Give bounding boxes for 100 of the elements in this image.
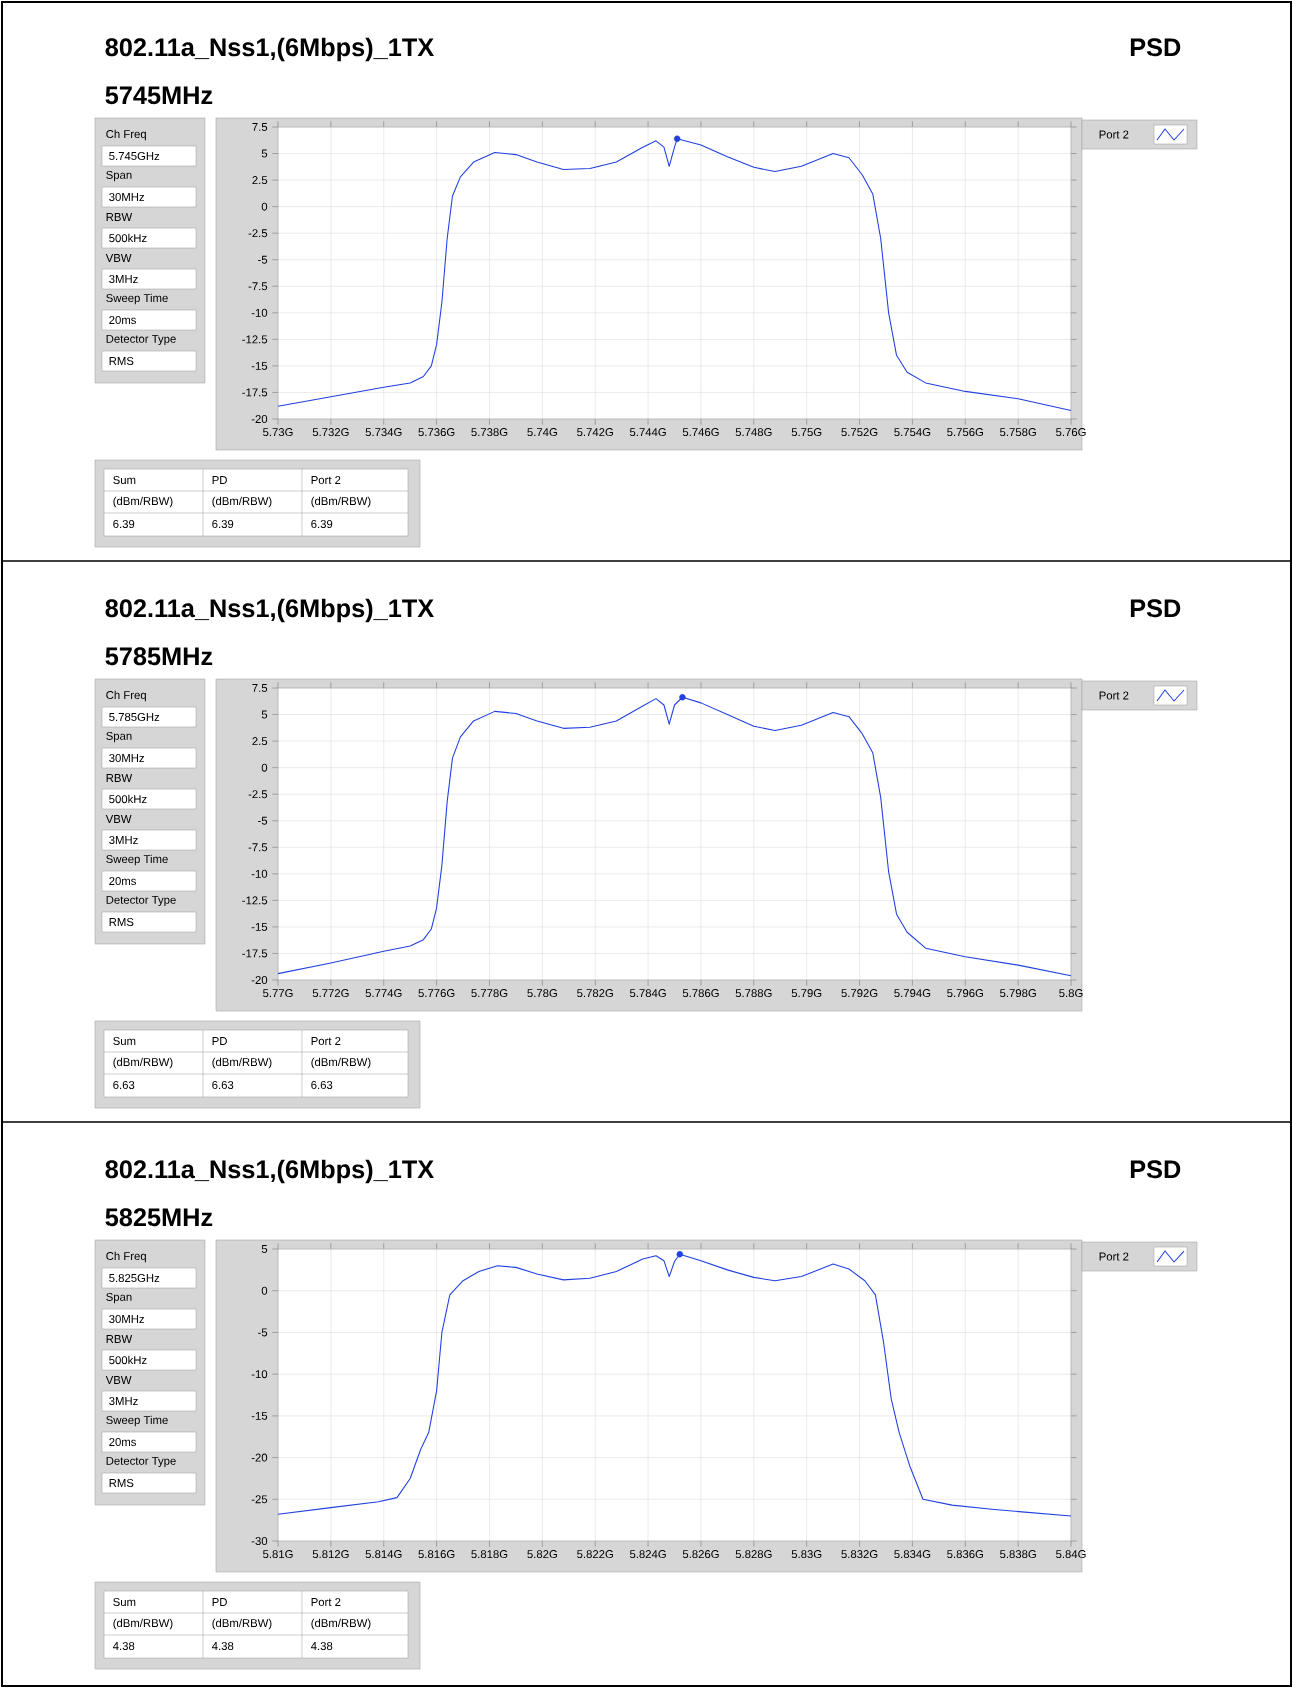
text: 6.63 (113, 1081, 135, 1090)
y-tick-label: 7.5 (252, 123, 268, 131)
text: Port 2 (1099, 1252, 1129, 1261)
x-tick-label: 5.784G (629, 989, 666, 998)
y-tick-label: -10 (251, 1370, 268, 1379)
text: (dBm/RBW) (212, 1057, 272, 1069)
chart-title: 802.11a_Nss1,(6Mbps)_1TX (105, 1159, 434, 1184)
x-tick-label: 5.788G (735, 989, 772, 998)
x-tick-label: 5.77G (263, 989, 293, 998)
y-tick-label: -17.5 (242, 949, 268, 958)
y-tick-label: 2.5 (252, 737, 268, 746)
text: Sweep Time (106, 293, 168, 305)
y-tick-label: -25 (251, 1495, 268, 1504)
x-tick-label: 5.758G (1000, 428, 1036, 437)
chart-title: 802.11a_Nss1,(6Mbps)_1TX (105, 598, 434, 623)
x-tick-label: 5.822G (577, 1550, 613, 1559)
y-tick-label: -20 (251, 415, 268, 424)
text: 30MHz (109, 1315, 145, 1324)
text: Port 2 (311, 1037, 341, 1046)
text: Detector Type (106, 895, 176, 907)
text: Sum (113, 1598, 136, 1607)
x-tick-label: 5.794G (894, 989, 931, 998)
text: (dBm/RBW) (113, 496, 173, 508)
x-tick-label: 5.832G (841, 1550, 878, 1559)
x-tick-label: 5.818G (471, 1550, 508, 1559)
y-tick-label: 0 (261, 1286, 268, 1295)
x-tick-label: 5.74G (527, 428, 557, 437)
x-tick-label: 5.744G (629, 428, 666, 437)
text: 20ms (109, 877, 136, 886)
text: Detector Type (106, 334, 176, 346)
x-tick-label: 5.836G (947, 1550, 984, 1559)
x-tick-label: 5.78G (527, 989, 557, 998)
y-tick-label: 0 (261, 763, 268, 772)
text: 3MHz (109, 275, 138, 284)
y-tick-label: 0 (261, 202, 268, 211)
x-tick-label: 5.828G (735, 1550, 772, 1559)
y-tick-label: -15 (251, 1411, 268, 1420)
text: RBW (106, 774, 133, 782)
y-tick-label: -30 (251, 1537, 268, 1546)
x-tick-label: 5.8G (1059, 989, 1083, 998)
text: VBW (105, 815, 132, 823)
text: VBW (105, 1376, 132, 1384)
text: 6.63 (311, 1081, 333, 1090)
y-tick-label: -15 (251, 922, 268, 931)
text: 6.39 (311, 520, 333, 529)
text: (dBm/RBW) (113, 1057, 173, 1069)
x-tick-label: 5.796G (947, 989, 984, 998)
chart-subtitle: 5745MHz (105, 86, 213, 105)
text: Port 2 (311, 476, 341, 485)
chart-subtitle: 5825MHz (105, 1208, 213, 1227)
y-tick-label: -10 (251, 869, 268, 878)
text: Port 2 (311, 1598, 341, 1607)
y-tick-label: 5 (261, 1245, 268, 1253)
text: 500kHz (109, 794, 147, 804)
x-tick-label: 5.742G (577, 428, 613, 437)
x-tick-label: 5.84G (1056, 1550, 1086, 1559)
x-tick-label: 5.752G (841, 428, 878, 437)
y-tick-label: -20 (251, 1453, 268, 1462)
text: RBW (106, 1335, 133, 1343)
text: 6.63 (212, 1081, 234, 1090)
text: Detector Type (106, 1456, 176, 1468)
text: (dBm/RBW) (113, 1618, 173, 1630)
text: (dBm/RBW) (311, 1618, 371, 1630)
y-tick-label: -12.5 (242, 896, 268, 905)
x-tick-label: 5.816G (418, 1550, 455, 1559)
text: Port 2 (1099, 691, 1129, 700)
text: 5.785GHz (109, 713, 160, 722)
text: Sum (113, 476, 136, 485)
text: PD (212, 476, 227, 484)
text: (dBm/RBW) (311, 496, 371, 508)
y-tick-label: -17.5 (242, 388, 268, 397)
x-tick-label: 5.792G (841, 989, 878, 998)
text: 500kHz (109, 1355, 147, 1365)
y-tick-label: -5 (258, 1328, 268, 1337)
y-tick-label: -2.5 (248, 229, 268, 238)
text: PD (212, 1037, 227, 1045)
y-tick-label: -7.5 (248, 282, 268, 291)
text: Ch Freq (106, 690, 146, 702)
text: Ch Freq (106, 1251, 146, 1263)
text: PSD (1130, 599, 1181, 618)
x-tick-label: 5.82G (527, 1550, 557, 1559)
text: Span (106, 170, 132, 182)
x-tick-label: 5.756G (947, 428, 984, 437)
text: Ch Freq (106, 129, 146, 141)
x-tick-label: 5.776G (418, 989, 455, 998)
text: 3MHz (109, 836, 138, 845)
y-tick-label: -7.5 (248, 843, 268, 852)
x-tick-label: 5.772G (312, 989, 349, 998)
x-tick-label: 5.748G (735, 428, 772, 437)
y-tick-label: -5 (258, 816, 268, 825)
text: 3MHz (109, 1397, 138, 1406)
y-tick-label: -5 (258, 255, 268, 264)
x-tick-label: 5.838G (1000, 1550, 1036, 1559)
y-tick-label: -10 (251, 308, 268, 317)
text: 6.39 (212, 520, 234, 529)
text: PD (212, 1598, 227, 1606)
y-tick-label: 5 (261, 710, 268, 719)
text: Sweep Time (106, 854, 168, 866)
y-tick-label: -2.5 (248, 790, 268, 799)
x-tick-label: 5.79G (791, 989, 822, 998)
